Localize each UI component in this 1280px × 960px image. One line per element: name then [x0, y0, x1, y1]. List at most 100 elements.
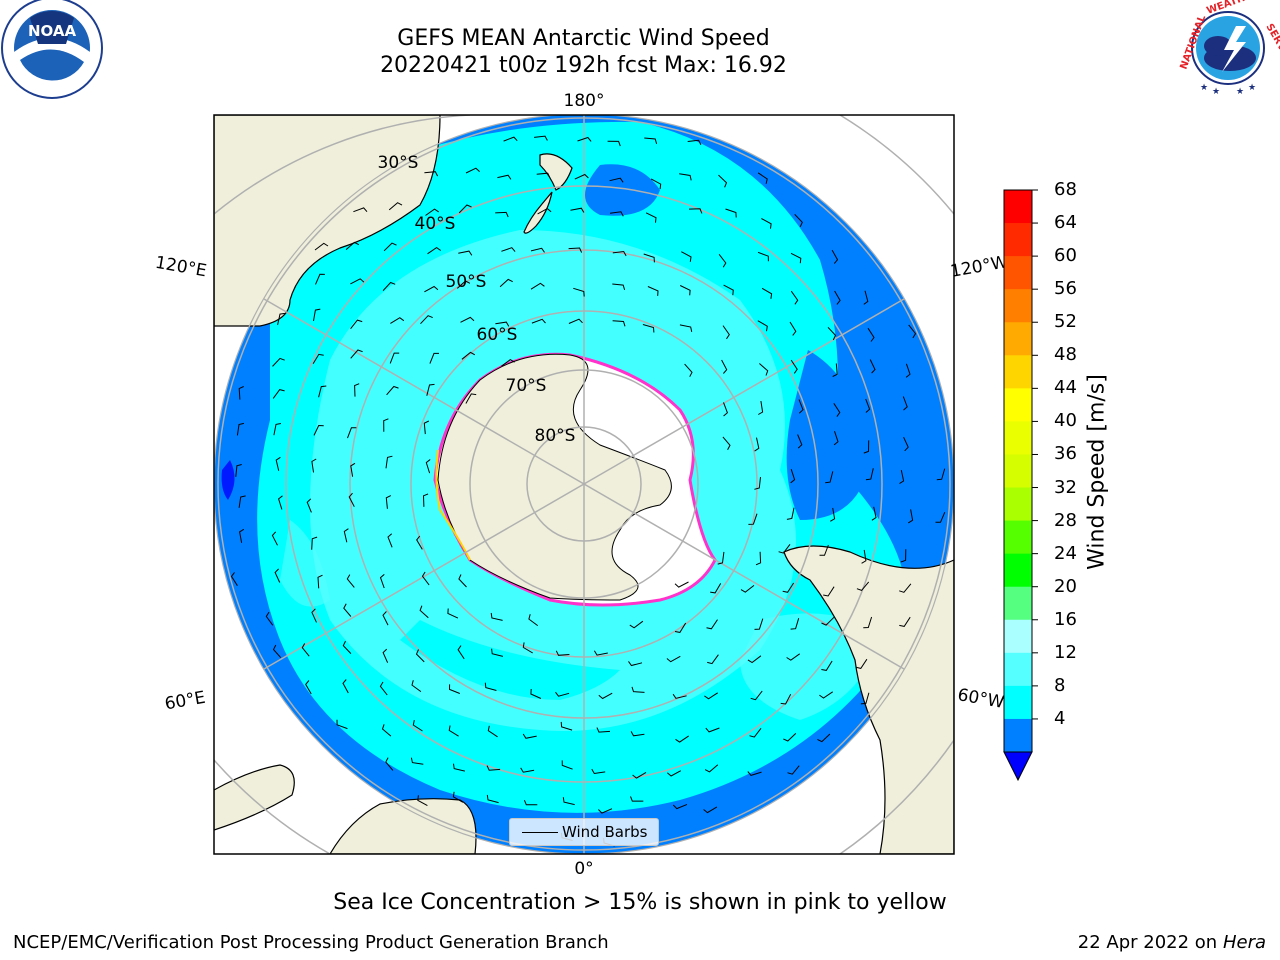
wind-barb: [383, 418, 389, 432]
colorbar-tick-label: 40: [1054, 410, 1077, 432]
wind-barb: [315, 273, 325, 285]
wind-barb: [747, 771, 762, 776]
wind-barb: [448, 684, 460, 694]
wind-barb: [235, 464, 242, 477]
wind-barb: [311, 536, 318, 550]
wind-barb: [457, 645, 465, 660]
wind-barb: [593, 650, 608, 656]
wind-barb: [819, 691, 833, 699]
wind-barb: [570, 207, 585, 213]
wind-barb: [313, 308, 321, 321]
wind-barb: [385, 495, 392, 509]
colorbar-segment: [1004, 223, 1032, 257]
wind-barb: [410, 757, 424, 765]
footer-branch: NCEP/EMC/Verification Post Processing Pr…: [13, 932, 609, 953]
wind-barb: [672, 693, 687, 699]
svg-text:★: ★: [1200, 83, 1208, 93]
wind-barb: [422, 493, 429, 507]
wind-barb: [465, 393, 477, 404]
chart-subtitle: 20220421 t00z 192h fcst Max: 16.92: [380, 53, 787, 78]
colorbar-label: Wind Speed [m/s]: [1084, 374, 1110, 570]
wind-barb: [684, 363, 693, 377]
wind-barb: [275, 456, 281, 471]
australia-landmass: [214, 115, 441, 327]
wind-barb: [424, 171, 439, 177]
wind-barb: [277, 312, 285, 326]
wind-barb: [271, 531, 278, 546]
wind-barb: [503, 136, 518, 142]
colorbar-segment: [1004, 454, 1032, 489]
wind-barb: [787, 765, 800, 775]
colorbar-segment: [1004, 421, 1032, 455]
wind-barb: [722, 436, 731, 450]
wind-barb: [825, 471, 834, 484]
wind-barb: [460, 316, 475, 323]
lon-label-60w: 60°W: [956, 685, 1006, 713]
colorbar-segment: [1004, 619, 1032, 654]
wind-barb: [833, 431, 839, 446]
wind-barb: [417, 795, 428, 807]
wind-barb: [238, 495, 246, 508]
wind-barb: [827, 326, 837, 341]
footer-host: Hera: [1222, 932, 1266, 953]
wind-barb: [721, 359, 728, 374]
wind-barb: [318, 385, 327, 398]
wind-barb: [420, 315, 433, 325]
wind-barb: [501, 247, 516, 252]
wind-barb: [783, 733, 797, 742]
wind-barbs: [230, 135, 946, 847]
wind-barb: [865, 398, 871, 413]
wind-barb: [821, 616, 835, 626]
wind-barb: [831, 249, 839, 264]
wind-barb: [833, 403, 841, 417]
colorbar-segment: [1004, 322, 1032, 356]
colorbar-segment: [1004, 256, 1032, 290]
map-legend: Wind Barbs: [509, 818, 659, 846]
wind-barb: [379, 574, 385, 589]
colorbar-tick-label: 60: [1054, 245, 1077, 267]
wind-barb: [487, 725, 498, 738]
wind-barb: [350, 349, 363, 359]
wind-barb: [789, 321, 797, 336]
wind-barb: [908, 324, 917, 339]
wind-barb: [863, 440, 870, 454]
wind-barb: [674, 581, 689, 588]
wind-barb: [555, 650, 570, 656]
colorbar-tick-label: 48: [1054, 344, 1077, 366]
wind-barb: [675, 735, 689, 743]
wind-barb: [631, 686, 645, 693]
wind-barb: [385, 455, 393, 469]
colorbar-tick-label: 4: [1054, 707, 1066, 729]
wind-barb: [612, 283, 626, 291]
wind-barb: [345, 241, 360, 250]
wind-barb: [759, 363, 769, 376]
wind-barb: [522, 642, 533, 654]
wind-barb: [382, 281, 396, 291]
wind-barb: [688, 208, 703, 214]
wind-barb: [343, 603, 352, 617]
wind-barb: [486, 765, 501, 771]
wind-barb: [274, 568, 281, 583]
wind-barb: [387, 533, 393, 548]
wind-barb: [644, 137, 658, 144]
wind-barb: [748, 513, 758, 525]
wind-barb: [679, 324, 693, 332]
wind-barb: [230, 572, 238, 586]
wind-barb: [453, 763, 466, 772]
wind-barb: [343, 528, 349, 543]
colorbar-tick-label: 28: [1054, 509, 1077, 531]
wind-barb: [754, 437, 760, 452]
wind-barb: [705, 727, 720, 733]
wind-barb: [786, 653, 800, 661]
wind-barb: [562, 797, 575, 806]
wind-barb: [860, 692, 870, 705]
wind-barb: [353, 207, 368, 213]
colorbar-segment: [1004, 652, 1032, 687]
wind-barb: [486, 794, 499, 804]
wind-barb: [313, 424, 324, 436]
lat-label-80s: 80°S: [535, 426, 576, 446]
wind-barb: [534, 135, 548, 141]
wind-barb: [704, 764, 719, 773]
wind-barb: [354, 383, 360, 397]
wind-barb: [421, 571, 430, 586]
